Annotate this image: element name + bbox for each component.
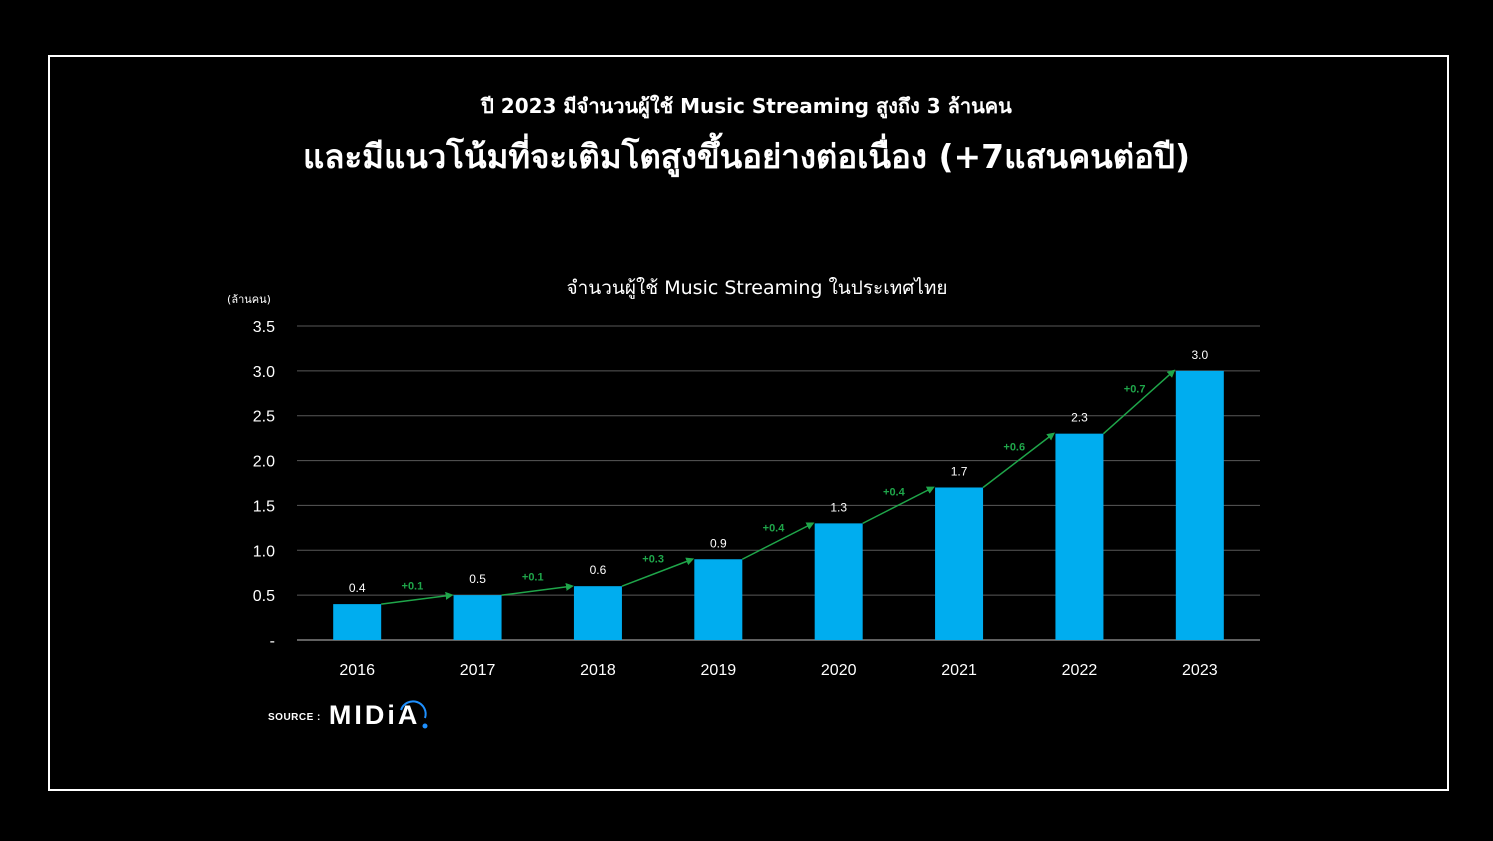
growth-arrow xyxy=(501,582,574,596)
bar xyxy=(694,559,743,640)
bar-value-label: 0.6 xyxy=(590,563,607,577)
x-tick-label: 2018 xyxy=(580,662,616,679)
growth-arrow xyxy=(621,557,695,587)
x-tick-label: 2020 xyxy=(821,662,857,679)
growth-arrow xyxy=(381,591,454,605)
y-tick-label: - xyxy=(270,633,275,650)
logo-arc-icon xyxy=(399,700,428,729)
y-tick-label: 1.5 xyxy=(253,498,275,515)
slide-frame xyxy=(48,55,1449,791)
growth-label: +0.1 xyxy=(402,581,424,593)
growth-arrow xyxy=(1102,369,1176,435)
y-axis-label: (ล้านคน) xyxy=(227,293,271,306)
bar xyxy=(1055,433,1104,640)
bar xyxy=(453,595,502,640)
bar-value-label: 3.0 xyxy=(1191,348,1208,362)
x-tick-label: 2019 xyxy=(701,662,737,679)
bar xyxy=(573,586,622,640)
bar-value-label: 1.7 xyxy=(951,464,968,478)
x-tick-label: 2023 xyxy=(1182,662,1218,679)
x-tick-label: 2022 xyxy=(1062,662,1098,679)
y-tick-label: 2.0 xyxy=(253,454,275,471)
growth-arrow xyxy=(982,432,1056,489)
growth-arrow xyxy=(741,522,815,560)
x-tick-label: 2016 xyxy=(339,662,375,679)
bar-value-label: 0.5 xyxy=(469,572,486,586)
growth-label: +0.4 xyxy=(883,486,906,498)
headline-line-2: และมีแนวโน้มที่จะเติมโตสูงขึ้นอย่างต่อเน… xyxy=(302,137,1191,176)
x-tick-label: 2021 xyxy=(941,662,977,679)
bar xyxy=(935,487,984,640)
growth-label: +0.1 xyxy=(522,572,544,584)
y-tick-label: 0.5 xyxy=(253,588,275,605)
growth-label: +0.6 xyxy=(1003,442,1025,454)
growth-label: +0.4 xyxy=(763,522,786,534)
bar-value-label: 0.9 xyxy=(710,536,727,550)
source-credit: SOURCE : MIDiA xyxy=(268,700,428,731)
y-tick-label: 2.5 xyxy=(253,409,275,426)
growth-label: +0.7 xyxy=(1124,383,1146,395)
y-tick-label: 3.0 xyxy=(253,364,275,381)
growth-arrow xyxy=(862,486,935,525)
bar-value-label: 0.4 xyxy=(349,581,366,595)
headline-line-1: ปี 2023 มีจำนวนผู้ใช้ Music Streaming สู… xyxy=(481,94,1012,118)
y-tick-label: 1.0 xyxy=(253,543,275,560)
midia-logo: MIDiA xyxy=(329,700,428,731)
bar xyxy=(814,523,863,640)
y-tick-label: 3.5 xyxy=(253,319,275,336)
bar xyxy=(333,604,382,640)
bar-value-label: 2.3 xyxy=(1071,411,1088,425)
source-label: SOURCE : xyxy=(268,711,321,723)
growth-label: +0.3 xyxy=(642,554,664,566)
chart-title: จำนวนผู้ใช้ Music Streaming ในประเทศไทย xyxy=(566,277,947,299)
bar xyxy=(1175,370,1224,640)
bar-value-label: 1.3 xyxy=(830,500,847,514)
x-tick-label: 2017 xyxy=(460,662,496,679)
